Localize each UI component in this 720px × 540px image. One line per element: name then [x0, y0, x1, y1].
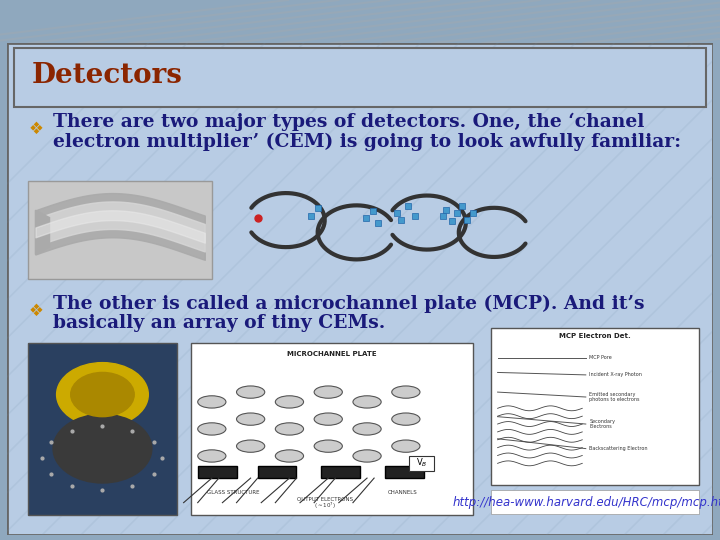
Ellipse shape [236, 413, 265, 426]
Ellipse shape [275, 396, 304, 408]
Text: The other is called a microchannel plate (MCP). And it’s: The other is called a microchannel plate… [53, 294, 644, 313]
FancyBboxPatch shape [14, 48, 706, 107]
FancyBboxPatch shape [384, 466, 423, 478]
Text: Incident X-ray Photon: Incident X-ray Photon [589, 373, 642, 377]
Polygon shape [35, 210, 50, 254]
Ellipse shape [392, 413, 420, 426]
Ellipse shape [198, 450, 226, 462]
Ellipse shape [236, 440, 265, 453]
Text: Emitted secondary
photons to electrons: Emitted secondary photons to electrons [589, 392, 640, 402]
Ellipse shape [314, 386, 343, 398]
Text: ❖: ❖ [28, 120, 43, 138]
Ellipse shape [198, 396, 226, 408]
Text: CHANNELS: CHANNELS [387, 490, 417, 495]
Ellipse shape [275, 423, 304, 435]
Text: basically an array of tiny CEMs.: basically an array of tiny CEMs. [53, 314, 385, 332]
Ellipse shape [392, 440, 420, 453]
Ellipse shape [392, 386, 420, 398]
Ellipse shape [314, 440, 343, 453]
Text: Backscattering Electron: Backscattering Electron [589, 446, 648, 451]
Text: MCP Electron Det.: MCP Electron Det. [559, 333, 631, 339]
Text: http://hea-www.harvard.edu/HRC/mcp/mcp.html: http://hea-www.harvard.edu/HRC/mcp/mcp.h… [452, 496, 720, 509]
Text: V$_B$: V$_B$ [415, 457, 427, 469]
Text: GLASS STRUCTURE: GLASS STRUCTURE [207, 490, 259, 495]
Ellipse shape [198, 423, 226, 435]
Text: ❖: ❖ [28, 302, 43, 320]
Ellipse shape [353, 396, 381, 408]
Ellipse shape [275, 450, 304, 462]
FancyBboxPatch shape [321, 466, 360, 478]
Circle shape [57, 363, 148, 427]
FancyBboxPatch shape [28, 181, 212, 279]
Text: OUTPUT ELECTRONS: OUTPUT ELECTRONS [297, 497, 353, 502]
Circle shape [53, 414, 152, 483]
FancyBboxPatch shape [191, 343, 473, 515]
FancyBboxPatch shape [490, 490, 698, 514]
FancyBboxPatch shape [258, 466, 297, 478]
FancyBboxPatch shape [410, 456, 434, 471]
Text: electron multiplier’ (CEM) is going to look awfully familiar:: electron multiplier’ (CEM) is going to l… [53, 132, 681, 151]
Text: MICROCHANNEL PLATE: MICROCHANNEL PLATE [287, 351, 377, 357]
FancyBboxPatch shape [7, 43, 713, 535]
Text: MCP Pore: MCP Pore [589, 355, 612, 360]
Ellipse shape [353, 450, 381, 462]
Circle shape [71, 373, 134, 417]
FancyBboxPatch shape [198, 466, 236, 478]
FancyBboxPatch shape [28, 343, 176, 515]
Text: Secondary
Electrons: Secondary Electrons [589, 418, 616, 429]
Text: Detectors: Detectors [32, 62, 183, 89]
Ellipse shape [353, 423, 381, 435]
Ellipse shape [314, 413, 343, 426]
FancyBboxPatch shape [490, 328, 698, 485]
Text: There are two major types of detectors. One, the ‘chanel: There are two major types of detectors. … [53, 113, 644, 131]
Text: $(\sim 10^7)$: $(\sim 10^7)$ [314, 501, 336, 511]
Ellipse shape [236, 386, 265, 398]
